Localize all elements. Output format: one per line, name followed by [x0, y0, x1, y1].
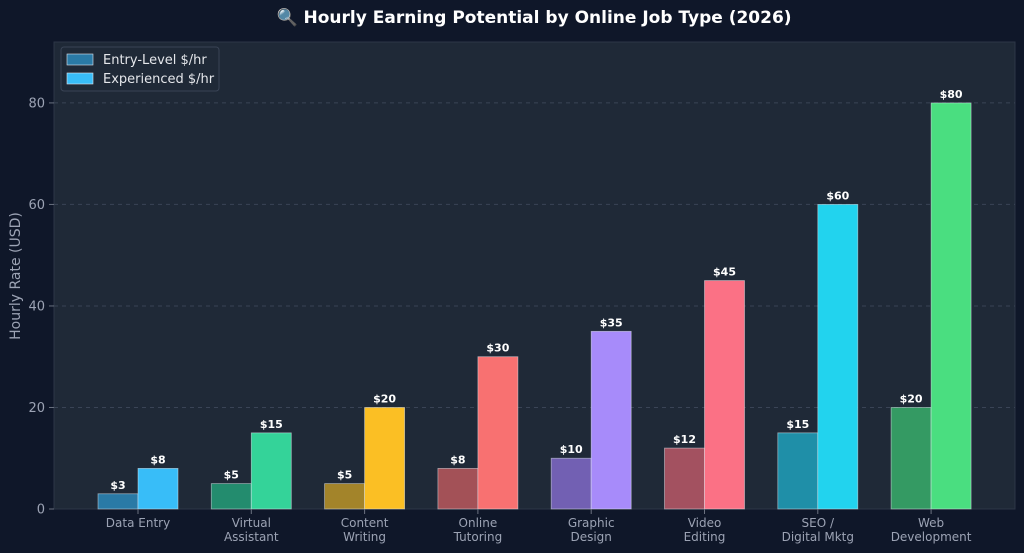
bar-experienced: [930, 102, 972, 510]
value-label: $5: [337, 469, 352, 482]
bar-entry-level: [210, 483, 252, 510]
legend-swatch-experienced: [66, 72, 94, 85]
x-tick-label: Video: [688, 516, 722, 530]
bar-entry-level: [890, 407, 932, 510]
value-label: $30: [486, 342, 509, 355]
legend: Entry-Level $/hr Experienced $/hr: [60, 46, 220, 92]
x-tick-label: SEO /: [802, 516, 835, 530]
value-label: $8: [150, 453, 165, 466]
value-label: $60: [826, 189, 849, 202]
bar-experienced: [477, 356, 519, 510]
value-labels: $3 $8 $5 $15 $5 $20 $8 $30 $10 $35 $12 $45 $15 $60 $20…: [110, 88, 963, 492]
y-tick-label: 0: [37, 503, 45, 518]
x-tick-label: Content: [341, 516, 389, 530]
value-label: $80: [940, 88, 963, 101]
value-label: $20: [373, 392, 396, 405]
bar-entry-level: [550, 457, 592, 510]
x-tick-label: Development: [891, 530, 972, 544]
legend-label-entry: Entry-Level $/hr: [103, 53, 207, 68]
bars: [97, 102, 972, 510]
value-label: $8: [450, 453, 465, 466]
y-tick-label: 40: [28, 299, 45, 314]
chart-title: 🔍 Hourly Earning Potential by Online Job…: [276, 6, 791, 28]
y-tick-label: 20: [28, 401, 45, 416]
legend-box: [60, 46, 220, 92]
value-label: $12: [673, 433, 696, 446]
bar-entry-level: [777, 432, 819, 510]
bar-entry-level: [324, 483, 366, 510]
value-label: $45: [713, 266, 736, 279]
bar-entry-level: [664, 447, 705, 510]
x-tick-label: Web: [918, 516, 944, 530]
value-label: $3: [110, 479, 125, 492]
bar-experienced: [704, 280, 745, 510]
value-label: $35: [600, 316, 623, 329]
y-axis: 0 20 40 60 80: [28, 96, 54, 518]
x-tick-label: Tutoring: [453, 530, 503, 544]
y-axis-label: Hourly Rate (USD): [8, 212, 24, 340]
value-label: $20: [900, 392, 923, 405]
x-tick-label: Digital Mktg: [782, 530, 854, 544]
x-tick-label: Data Entry: [106, 516, 170, 530]
bar-entry-level: [437, 467, 479, 510]
value-label: $15: [260, 418, 283, 431]
x-tick-label: Assistant: [224, 530, 279, 544]
x-tick-label: Online: [459, 516, 498, 530]
legend-label-experienced: Experienced $/hr: [103, 72, 215, 87]
value-label: $5: [224, 469, 239, 482]
y-tick-label: 60: [28, 198, 45, 213]
x-tick-label: Design: [570, 530, 611, 544]
bar-experienced: [364, 407, 406, 510]
bar-experienced: [590, 330, 632, 510]
x-tick-label: Graphic: [568, 516, 615, 530]
x-tick-label: Virtual: [232, 516, 271, 530]
bar-entry-level: [97, 493, 139, 510]
value-label: $10: [560, 443, 583, 456]
legend-swatch-entry: [66, 53, 94, 66]
x-tick-label: Writing: [343, 530, 386, 544]
value-label: $15: [786, 418, 809, 431]
plot-area: [53, 41, 1016, 510]
bar-experienced: [817, 204, 859, 510]
x-tick-label: Editing: [684, 530, 726, 544]
y-tick-label: 80: [28, 96, 45, 111]
bar-experienced: [250, 432, 292, 510]
bar-experienced: [137, 467, 179, 510]
